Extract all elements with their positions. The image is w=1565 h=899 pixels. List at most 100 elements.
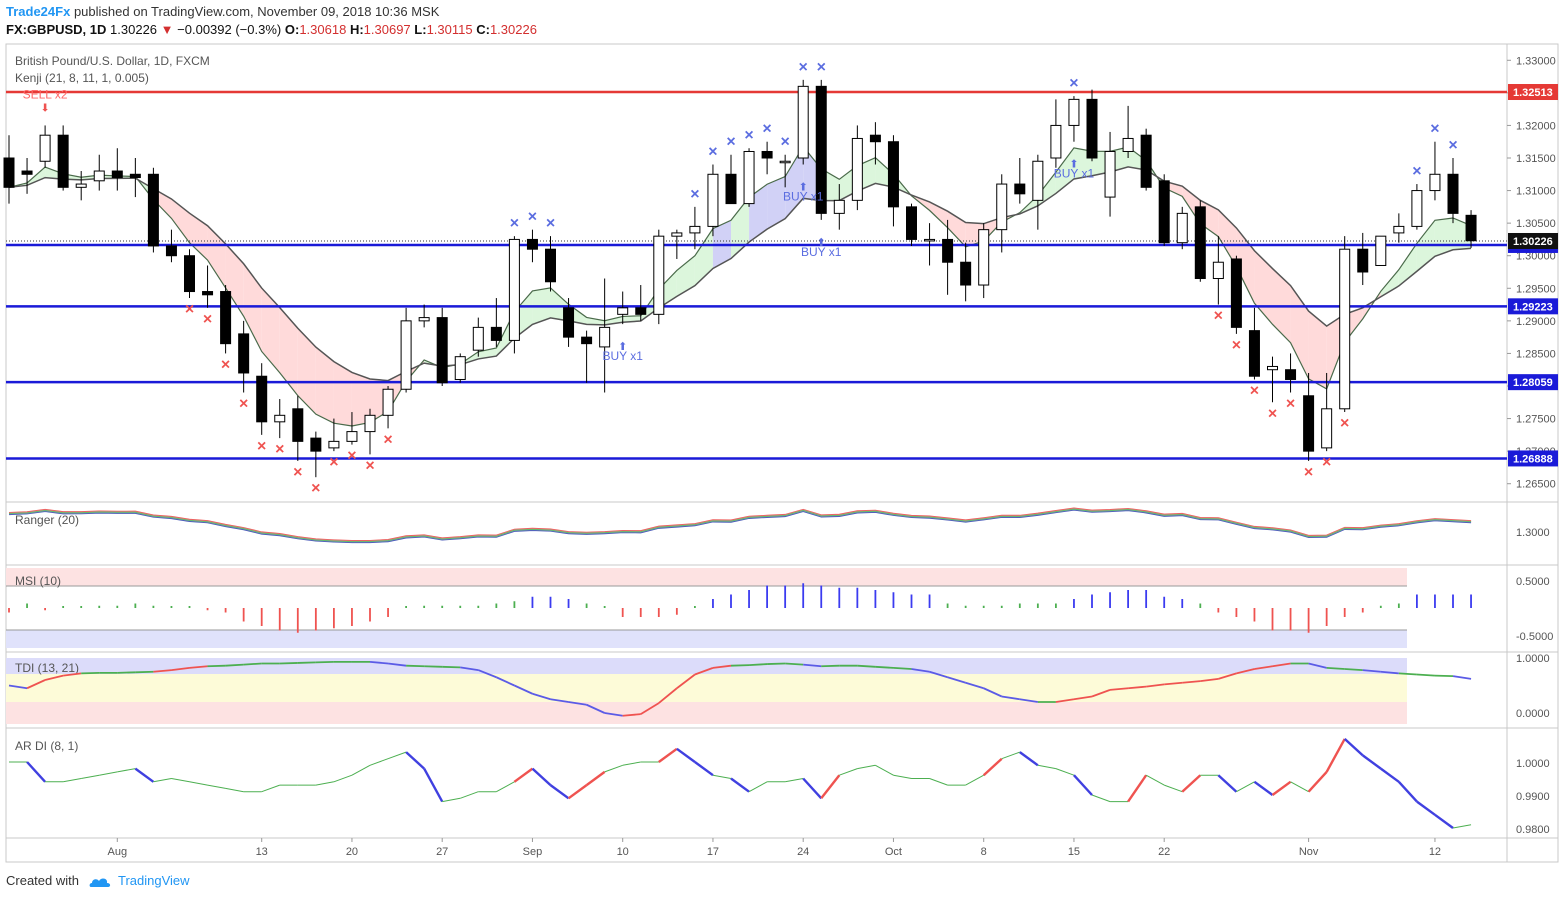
candle-body [526, 238, 538, 250]
tdi-line-segment [586, 703, 606, 714]
buy-cross-marker: × [817, 59, 826, 76]
ardi-line-segment [99, 771, 118, 776]
tdi-line-segment [442, 665, 461, 669]
panel-tick-label: 0.0000 [1516, 708, 1550, 720]
tdi-line-segment [243, 662, 262, 666]
tdi-line-segment [965, 681, 984, 690]
up-arrow-icon: ⬆ [799, 182, 808, 194]
tdi-line-segment [1416, 673, 1436, 677]
tdi-line-segment [1001, 695, 1020, 701]
ardi-line-segment [1397, 780, 1418, 803]
cloud-fill [189, 213, 208, 261]
tdi-line-segment [911, 668, 930, 673]
price-tick-label: 1.29500 [1516, 283, 1556, 295]
tdi-line-segment [189, 665, 208, 669]
ardi-line-segment [549, 784, 570, 800]
tdi-line-segment [279, 662, 298, 665]
level-badge [1508, 298, 1558, 315]
candle-body [563, 307, 575, 338]
time-tick-label: 10 [617, 846, 629, 858]
panel-tick-label: -0.5000 [1516, 631, 1553, 643]
last-price-label: 1.30226 [1513, 236, 1553, 248]
ardi-line-segment [405, 751, 425, 770]
ardi-line-segment [893, 774, 912, 779]
candle-body [57, 134, 69, 188]
candle-body [779, 160, 791, 164]
price-tick-label: 1.26500 [1516, 479, 1556, 491]
buy-cross-marker: × [708, 144, 717, 161]
candle-body [75, 183, 87, 188]
tdi-line-segment [1128, 685, 1147, 690]
ardi-line-segment [658, 747, 678, 763]
candle-body [942, 238, 954, 263]
ardi-line-segment [965, 774, 984, 786]
candle-body [220, 291, 232, 345]
tradingview-link[interactable]: TradingView [118, 873, 190, 888]
ardi-line-segment [929, 778, 948, 786]
tdi-line-segment [1308, 662, 1327, 669]
sell-cross-marker: × [1304, 464, 1313, 481]
price-tick-label: 1.31000 [1516, 186, 1556, 198]
ardi-line-segment [785, 778, 804, 783]
published-line: Trade24Fx published on TradingView.com, … [6, 4, 439, 19]
candle-body [382, 388, 394, 416]
ardi-line-segment [694, 761, 714, 777]
signal-label: SELL x2 [23, 87, 68, 101]
sell-cross-marker: × [293, 464, 302, 481]
candle-body [508, 238, 520, 341]
ardi-line-segment [820, 774, 841, 800]
tdi-line-segment [568, 701, 587, 706]
candle-body [1339, 248, 1351, 410]
candle-body [1267, 365, 1278, 371]
signal-label: BUY x1 [783, 190, 824, 204]
ardi-line-segment [531, 767, 552, 786]
buy-cross-marker: × [762, 121, 771, 138]
cloud-fill [694, 228, 713, 286]
candle-body [581, 336, 593, 345]
tdi-line-segment [1236, 668, 1255, 675]
candle-body [743, 150, 755, 205]
ardi-line-segment [423, 768, 444, 803]
ardi-line-segment [496, 781, 515, 793]
ardi-line-segment [585, 770, 606, 787]
cloud-fill [767, 176, 786, 230]
tdi-line-segment [117, 671, 136, 674]
candle-body [1158, 180, 1170, 244]
buy-cross-marker: × [1448, 137, 1457, 154]
open-value: 1.30618 [299, 22, 347, 37]
ardi-line-segment [207, 784, 226, 789]
candle-body [1429, 173, 1441, 192]
ardi-line-segment [802, 777, 823, 800]
cloud-fill [1434, 217, 1453, 257]
time-tick-label: Sep [523, 846, 543, 858]
candle-body [165, 245, 177, 257]
ardi-line-segment [1271, 780, 1292, 796]
candle-body [887, 141, 899, 208]
candle-body [418, 317, 430, 322]
buy-cross-marker: × [744, 127, 753, 144]
cloud-fill [333, 361, 352, 427]
tdi-line-segment [712, 664, 732, 669]
time-tick-label: Aug [108, 846, 128, 858]
candle-body [545, 248, 556, 283]
tdi-line-segment [857, 664, 876, 668]
ardi-line-segment [171, 778, 190, 783]
tdi-line-segment [785, 662, 804, 666]
time-tick-label: 13 [256, 846, 268, 858]
buy-cross-marker: × [528, 209, 537, 226]
candle-body [797, 85, 809, 159]
tdi-line-segment [1182, 680, 1201, 684]
candle-body [924, 238, 936, 242]
sell-cross-marker: × [1214, 308, 1223, 325]
ardi-line-segment [1343, 738, 1364, 757]
ardi-line-segment [1434, 813, 1454, 829]
tdi-line-segment [1164, 681, 1183, 686]
brand-link[interactable]: Trade24Fx [6, 4, 71, 19]
price-tick-label: 1.30500 [1516, 218, 1556, 230]
tdi-line-segment [81, 671, 100, 675]
tdi-line-segment [1362, 669, 1381, 673]
buy-cross-marker: × [1412, 163, 1421, 180]
candle-body [111, 170, 123, 179]
candle-body [1122, 137, 1134, 152]
